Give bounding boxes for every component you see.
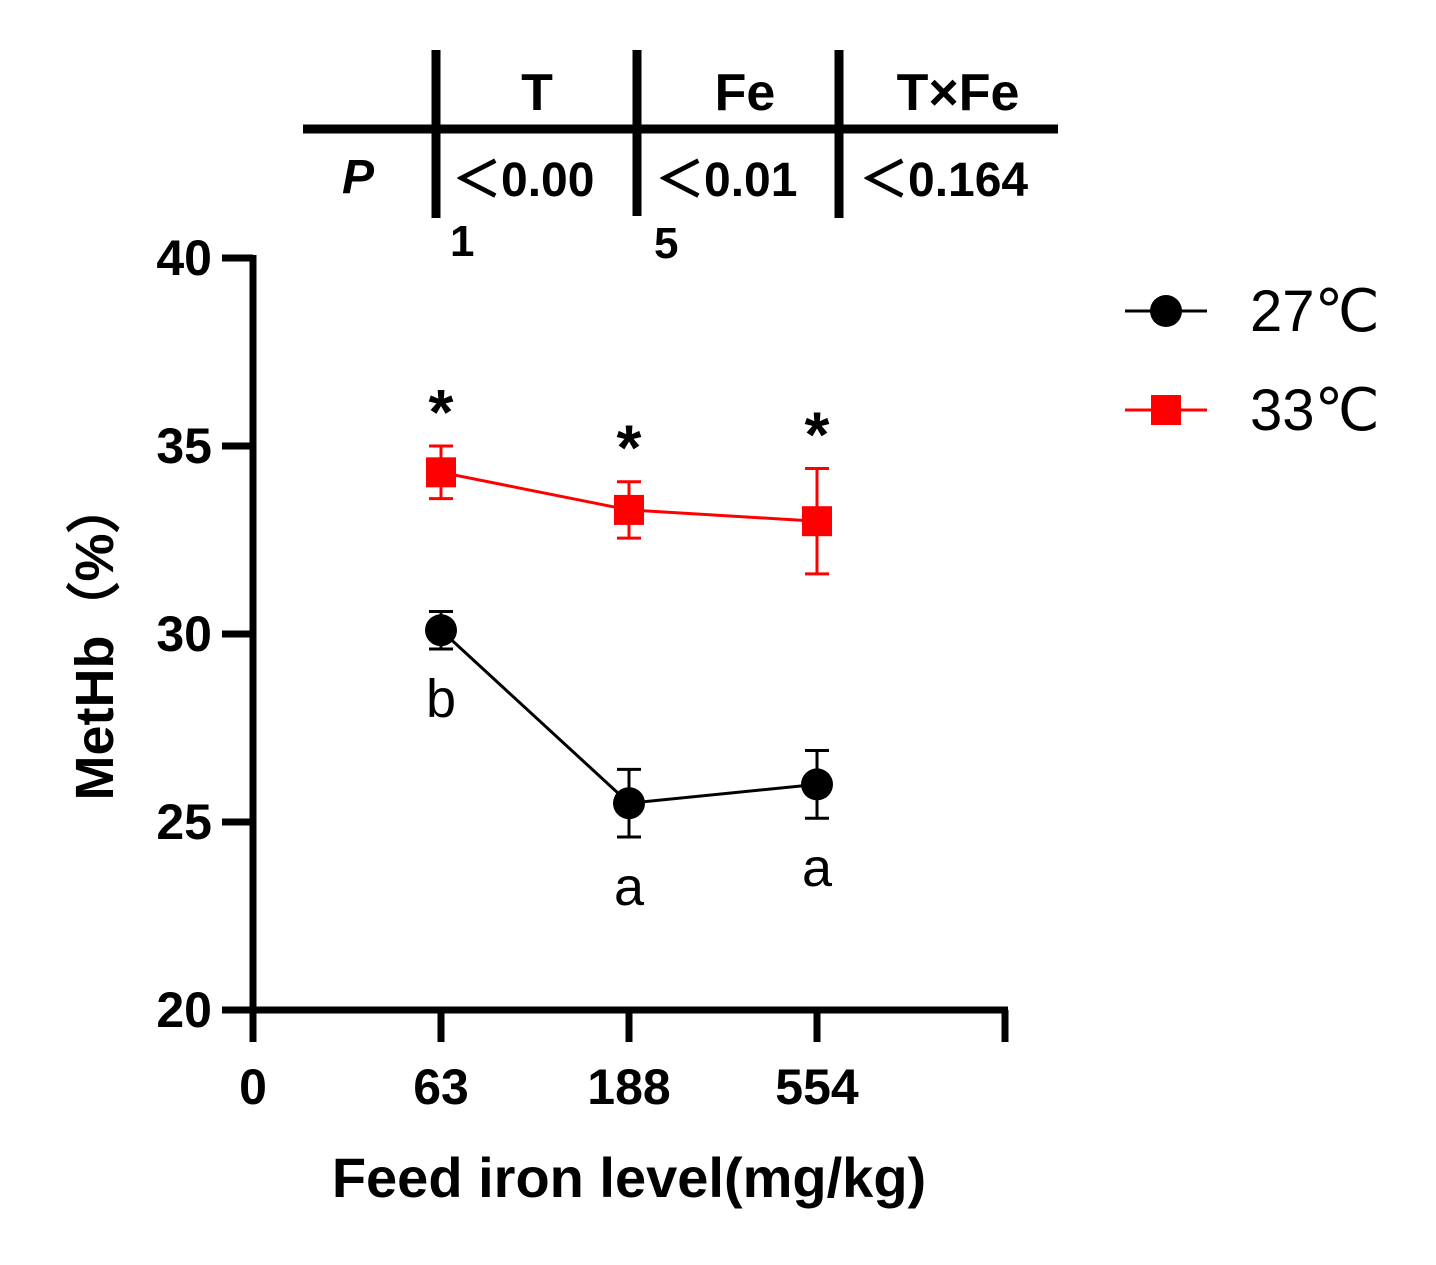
legend-label: 33℃ [1250, 378, 1380, 443]
significance-label: * [805, 399, 830, 471]
table-value-t: ＜0.00 [453, 154, 594, 207]
table-value-t-overflow: 1 [450, 217, 474, 266]
x-tick-label: 0 [239, 1059, 267, 1115]
axes: 20 25 30 35 40 0 63 188 554 MetHb（%） Feed iron … [65, 230, 1009, 1209]
plot-area: b a a * * * [425, 376, 833, 917]
table-row-label-p: P [342, 151, 375, 204]
data-point [425, 614, 457, 647]
table-col-header-t: T [521, 64, 553, 122]
data-point [802, 506, 832, 537]
data-point [613, 787, 645, 820]
x-tick-label: 63 [413, 1059, 469, 1115]
x-tick-label: 554 [775, 1059, 859, 1115]
series-black: b a a [425, 609, 833, 917]
x-tick-label: 188 [587, 1059, 670, 1115]
legend-label: 27℃ [1250, 279, 1380, 344]
significance-label: a [802, 838, 833, 898]
legend: 27℃ 33℃ [1125, 279, 1380, 443]
data-point [426, 457, 456, 488]
significance-label: b [426, 669, 456, 729]
table-value-txfe: ＜0.164 [860, 154, 1028, 207]
significance-label: * [617, 412, 642, 484]
legend-marker [1151, 395, 1181, 425]
y-ticks: 20 25 30 35 40 [156, 230, 253, 1038]
significance-label: * [429, 376, 454, 448]
legend-item: 27℃ [1125, 279, 1380, 344]
x-ticks: 0 63 188 554 [239, 1010, 1009, 1115]
table-col-header-fe: Fe [715, 64, 776, 122]
legend-item: 33℃ [1125, 378, 1380, 443]
series-red: * * * [426, 376, 832, 576]
data-point [801, 768, 833, 801]
table-col-header-txfe: T×Fe [897, 64, 1020, 122]
data-point [614, 494, 644, 525]
table-value-fe: ＜0.01 [656, 154, 797, 207]
y-tick-label: 30 [156, 606, 212, 662]
p-value-table: T Fe T×Fe P ＜0.00 1 ＜0.01 5 ＜0.164 [303, 50, 1058, 268]
legend-marker [1150, 295, 1182, 327]
significance-label: a [614, 857, 645, 917]
x-axis-label: Feed iron level(mg/kg) [332, 1146, 926, 1209]
y-axis-label: MetHb（%） [65, 480, 125, 801]
y-tick-label: 35 [156, 418, 212, 474]
y-tick-label: 40 [156, 230, 212, 286]
y-tick-label: 25 [156, 794, 212, 850]
table-value-fe-overflow: 5 [654, 219, 678, 268]
y-tick-label: 20 [156, 982, 212, 1038]
